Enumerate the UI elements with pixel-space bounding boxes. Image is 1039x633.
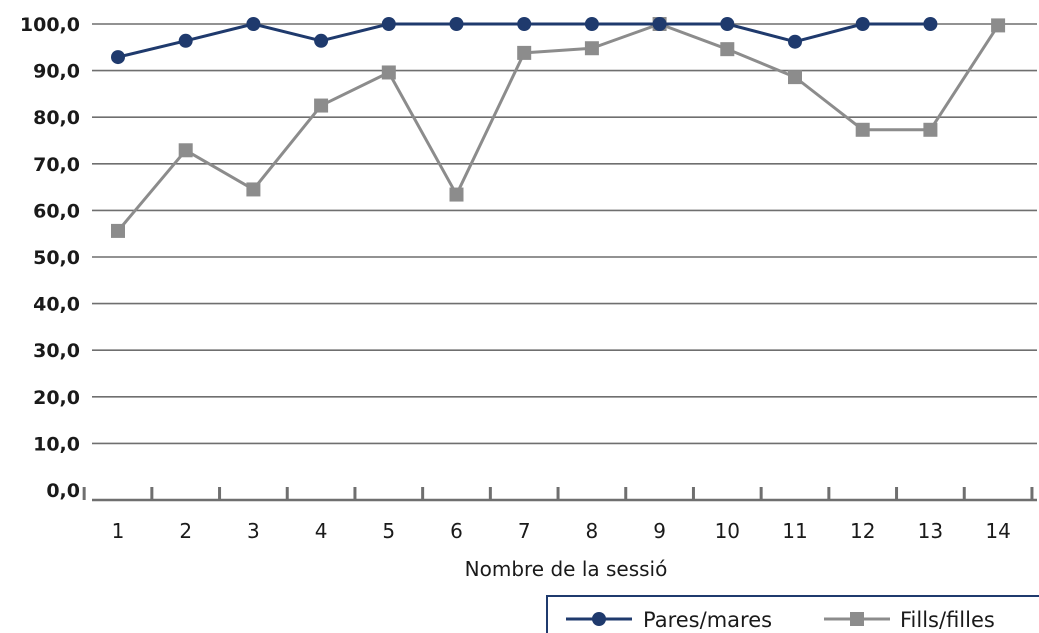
data-point bbox=[178, 143, 193, 158]
data-point bbox=[111, 50, 125, 65]
x-tick-label: 1 bbox=[112, 519, 125, 543]
x-tick-label: 4 bbox=[315, 519, 328, 543]
data-point bbox=[381, 17, 396, 31]
data-point bbox=[449, 17, 464, 31]
y-tick-label: 50,0 bbox=[33, 247, 80, 269]
data-point bbox=[720, 42, 735, 57]
y-tick-label: 20,0 bbox=[33, 387, 80, 409]
data-point bbox=[314, 33, 329, 48]
data-point bbox=[584, 41, 599, 56]
series-pares-mares bbox=[111, 17, 938, 65]
y-axis-tick-labels: 0,0 10,0 20,0 30,0 40,0 50,0 60,0 70,0 80,0 90,0 1… bbox=[20, 14, 80, 502]
legend-label: Fills/filles bbox=[900, 608, 995, 632]
y-tick-label: 40,0 bbox=[33, 294, 80, 316]
x-tick-label: 10 bbox=[715, 519, 740, 543]
grid-lines bbox=[92, 23, 1037, 445]
x-tick-label: 7 bbox=[518, 519, 531, 543]
legend-marker bbox=[850, 612, 864, 626]
data-point bbox=[652, 17, 667, 31]
x-tick-label: 8 bbox=[586, 519, 599, 543]
legend-item: Pares/mares bbox=[566, 608, 772, 632]
data-point bbox=[246, 182, 261, 197]
y-tick-label: 80,0 bbox=[33, 107, 80, 129]
data-point bbox=[449, 187, 464, 202]
data-point bbox=[381, 65, 396, 80]
data-point bbox=[923, 122, 938, 137]
x-tick-label: 3 bbox=[247, 519, 260, 543]
legend: Pares/mares Fills/filles bbox=[546, 595, 1039, 633]
data-point bbox=[517, 45, 532, 60]
x-tick-label: 14 bbox=[985, 519, 1010, 543]
data-series bbox=[111, 17, 1006, 238]
data-point bbox=[111, 223, 125, 238]
x-tick-label: 9 bbox=[653, 519, 666, 543]
y-tick-label: 10,0 bbox=[33, 433, 80, 455]
x-axis bbox=[82, 487, 1037, 502]
legend-marker bbox=[592, 612, 606, 626]
data-point bbox=[246, 17, 261, 31]
y-tick-label: 30,0 bbox=[33, 340, 80, 362]
data-point bbox=[788, 70, 802, 85]
y-tick-label: 70,0 bbox=[33, 154, 80, 176]
data-point bbox=[584, 17, 599, 31]
data-point bbox=[178, 33, 193, 48]
data-point bbox=[314, 98, 329, 113]
y-tick-label: 90,0 bbox=[33, 61, 80, 83]
data-point bbox=[855, 122, 870, 137]
y-tick-label: 100,0 bbox=[20, 14, 80, 36]
data-point bbox=[788, 34, 802, 49]
data-point bbox=[855, 17, 870, 31]
x-axis-title: Nombre de la sessió bbox=[465, 557, 668, 581]
data-point bbox=[991, 18, 1006, 33]
data-point bbox=[923, 17, 938, 31]
series-line bbox=[116, 22, 1000, 232]
data-point bbox=[720, 17, 735, 31]
x-tick-label: 5 bbox=[382, 519, 395, 543]
x-tick-label: 12 bbox=[850, 519, 875, 543]
legend-item: Fills/filles bbox=[824, 608, 995, 632]
x-tick-label: 13 bbox=[918, 519, 943, 543]
legend-label: Pares/mares bbox=[643, 608, 772, 632]
y-tick-label: 0,0 bbox=[46, 480, 80, 502]
x-tick-label: 6 bbox=[450, 519, 463, 543]
y-tick-label: 60,0 bbox=[33, 200, 80, 222]
legend-box bbox=[546, 595, 1039, 633]
series-fills-filles bbox=[111, 17, 1006, 238]
x-tick-label: 2 bbox=[179, 519, 192, 543]
x-tick-label: 11 bbox=[782, 519, 807, 543]
data-point bbox=[517, 17, 532, 31]
x-axis-tick-labels: 1 2 3 4 5 6 7 8 9 10 11 12 13 14 bbox=[112, 519, 1011, 543]
